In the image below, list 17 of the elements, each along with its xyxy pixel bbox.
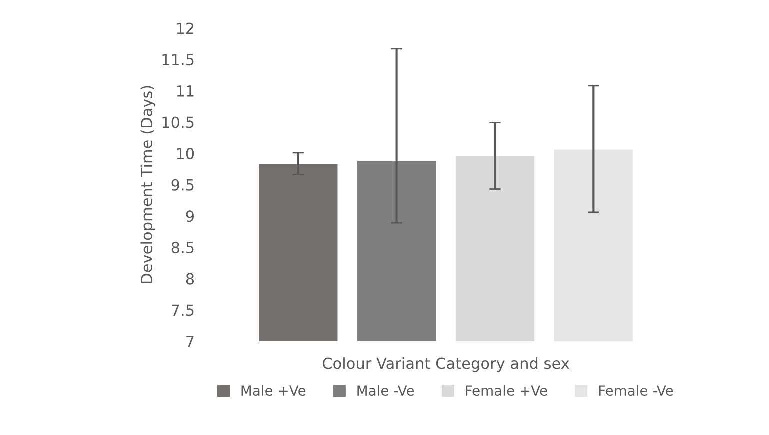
x-axis-title: Colour Variant Category and sex — [322, 357, 570, 372]
y-tick-label: 10 — [177, 148, 194, 160]
y-tick-label: 10.5 — [162, 116, 194, 128]
y-tick-label: 9.5 — [172, 179, 194, 191]
y-tick-label: 11.5 — [162, 54, 194, 66]
y-axis-title: Development Time (Days) — [140, 86, 156, 284]
y-tick-label: 12 — [177, 22, 194, 34]
y-tick-label: 7 — [186, 336, 194, 348]
y-tick-label: 8 — [186, 273, 194, 285]
legend-label: Female +Ve — [466, 385, 548, 396]
legend-label: Female -Ve — [599, 385, 674, 396]
legend-label: Male +Ve — [242, 385, 306, 396]
y-tick-label: 7.5 — [172, 304, 194, 316]
y-tick-label: 9 — [186, 210, 194, 222]
legend-label: Male -Ve — [358, 385, 414, 396]
y-tick-label: 8.5 — [172, 242, 194, 254]
y-tick-label: 11 — [177, 86, 194, 97]
